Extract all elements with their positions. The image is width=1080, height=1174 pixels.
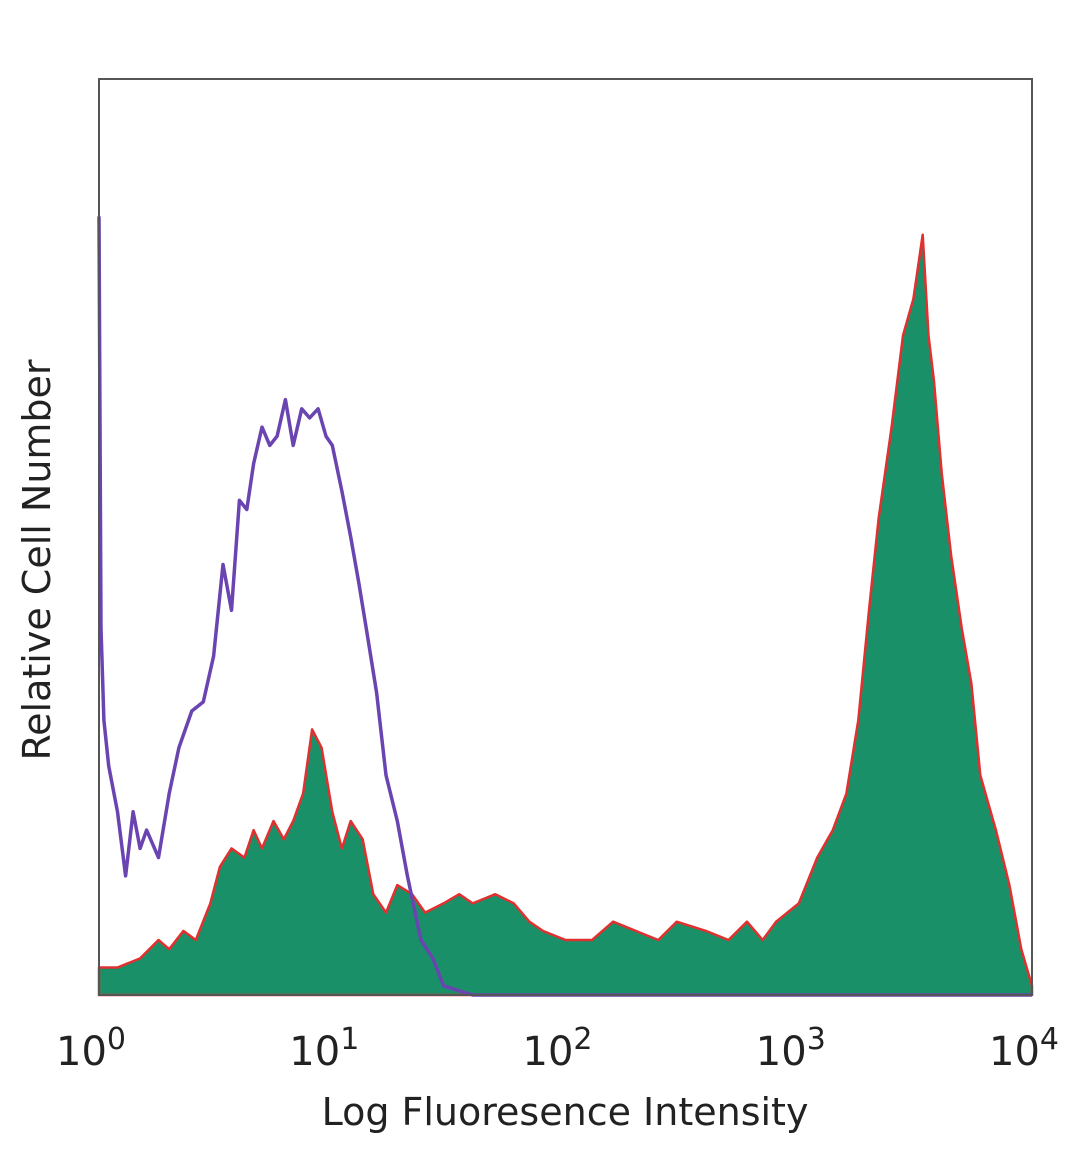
x-tick-exponent: 4 (1040, 1022, 1059, 1057)
x-tick-base: 10 (989, 1029, 1040, 1075)
x-tick-labels: 100 101 102 103 104 (56, 1022, 1059, 1075)
plot-frame (98, 78, 1033, 996)
x-tick-exponent: 2 (573, 1022, 592, 1057)
x-tick-label: 102 (523, 1022, 593, 1075)
x-tick-base: 10 (56, 1029, 107, 1075)
x-tick-label: 104 (989, 1022, 1059, 1075)
x-tick-label: 100 (56, 1022, 126, 1075)
x-tick-label: 101 (289, 1022, 359, 1075)
y-axis-title: Relative Cell Number (15, 359, 59, 760)
filled-histogram-series (97, 233, 1034, 997)
x-tick-base: 10 (523, 1029, 574, 1075)
x-tick-exponent: 1 (340, 1022, 359, 1057)
x-tick-base: 10 (289, 1029, 340, 1075)
x-tick-base: 10 (756, 1029, 807, 1075)
x-tick-exponent: 0 (107, 1022, 126, 1057)
x-axis-title: Log Fluoresence Intensity (322, 1090, 809, 1134)
x-tick-exponent: 3 (807, 1022, 826, 1057)
x-tick-label: 103 (756, 1022, 826, 1075)
control-histogram-line (97, 216, 1032, 997)
histogram-series-layer (97, 216, 1034, 997)
